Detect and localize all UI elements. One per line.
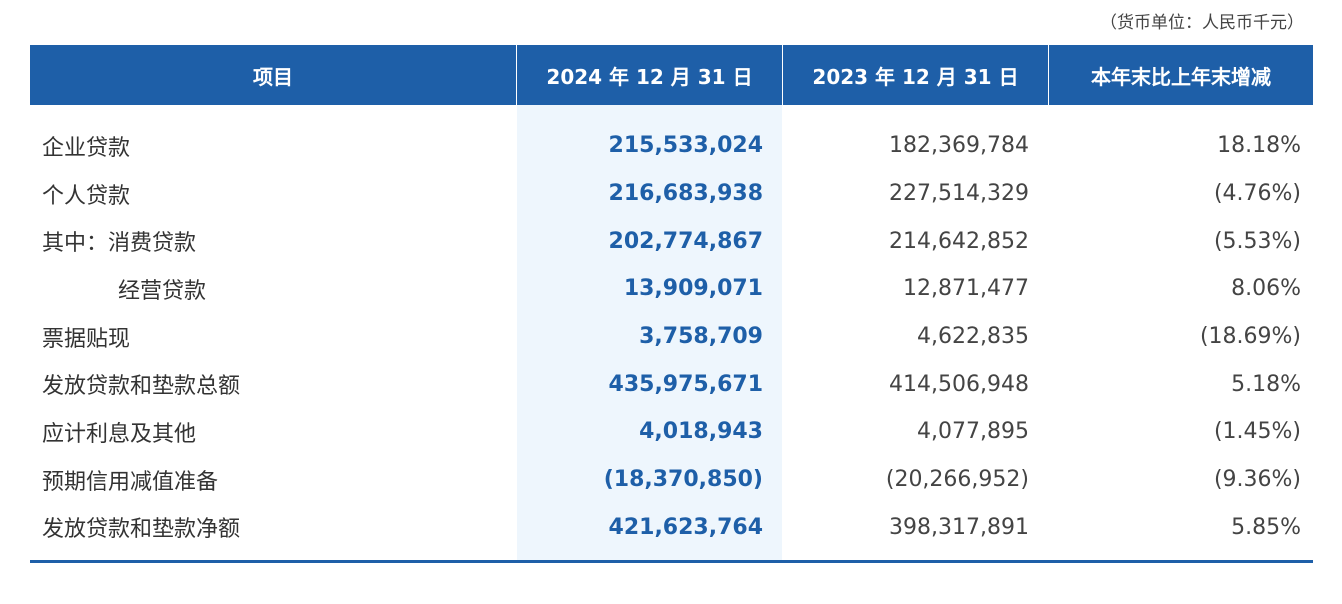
row-label: 个人贷款 bbox=[42, 183, 131, 209]
value-2024: 13,909,071 bbox=[623, 276, 763, 302]
value-2023: 4,622,835 bbox=[917, 324, 1029, 350]
value-2023: (20,266,952) bbox=[885, 467, 1029, 493]
table-body: 企业贷款 215,533,024 182,369,784 18.18% 个人贷款… bbox=[30, 122, 1313, 551]
value-2024: 216,683,938 bbox=[608, 181, 763, 207]
loans-table: 项目 2024 年 12 月 31 日 2023 年 12 月 31 日 本年末… bbox=[30, 45, 1313, 564]
value-change: 8.06% bbox=[1231, 276, 1301, 302]
table-row: 票据贴现 3,758,709 4,622,835 (18.69%) bbox=[30, 313, 1313, 361]
table-row: 企业贷款 215,533,024 182,369,784 18.18% bbox=[30, 122, 1313, 170]
header-2024: 2024 年 12 月 31 日 bbox=[516, 45, 782, 105]
value-2024: 215,533,024 bbox=[608, 133, 763, 159]
value-change: (9.36%) bbox=[1213, 467, 1301, 493]
value-change: (4.76%) bbox=[1213, 181, 1301, 207]
value-2023: 214,642,852 bbox=[889, 228, 1029, 254]
row-label: 票据贴现 bbox=[42, 326, 131, 352]
value-2024: 4,018,943 bbox=[639, 419, 763, 445]
value-change: (1.45%) bbox=[1213, 419, 1301, 445]
value-change: (18.69%) bbox=[1199, 324, 1301, 350]
table-bottom-rule bbox=[30, 560, 1313, 563]
header-change: 本年末比上年末增减 bbox=[1048, 45, 1313, 105]
row-label: 其中：消费贷款 bbox=[42, 231, 197, 257]
value-2023: 227,514,329 bbox=[889, 181, 1029, 207]
value-2023: 4,077,895 bbox=[917, 419, 1029, 445]
value-2023: 12,871,477 bbox=[903, 276, 1029, 302]
table-row: 经营贷款 13,909,071 12,871,477 8.06% bbox=[30, 265, 1313, 313]
table-row: 应计利息及其他 4,018,943 4,077,895 (1.45%) bbox=[30, 408, 1313, 456]
table-row: 预期信用减值准备 (18,370,850) (20,266,952) (9.36… bbox=[30, 456, 1313, 504]
row-label: 发放贷款和垫款总额 bbox=[42, 374, 241, 400]
value-2024: 202,774,867 bbox=[608, 228, 763, 254]
currency-unit-note: （货币单位：人民币千元） bbox=[1100, 13, 1304, 33]
value-2023: 182,369,784 bbox=[889, 133, 1029, 159]
table-header: 项目 2024 年 12 月 31 日 2023 年 12 月 31 日 本年末… bbox=[30, 45, 1313, 105]
header-item: 项目 bbox=[253, 64, 293, 89]
value-change: 18.18% bbox=[1217, 133, 1301, 159]
row-label: 应计利息及其他 bbox=[42, 421, 197, 447]
row-label: 企业贷款 bbox=[42, 135, 131, 161]
value-change: 5.85% bbox=[1231, 514, 1301, 540]
table-row: 发放贷款和垫款净额 421,623,764 398,317,891 5.85% bbox=[30, 504, 1313, 552]
value-2024: 421,623,764 bbox=[608, 514, 763, 540]
value-2023: 414,506,948 bbox=[889, 371, 1029, 397]
value-2024: 3,758,709 bbox=[639, 324, 763, 350]
table-row: 其中：消费贷款 202,774,867 214,642,852 (5.53%) bbox=[30, 217, 1313, 265]
value-2024: 435,975,671 bbox=[608, 371, 763, 397]
value-change: 5.18% bbox=[1231, 371, 1301, 397]
row-label: 预期信用减值准备 bbox=[42, 469, 219, 495]
row-label: 经营贷款 bbox=[118, 278, 207, 304]
value-change: (5.53%) bbox=[1213, 228, 1301, 254]
table-row: 发放贷款和垫款总额 435,975,671 414,506,948 5.18% bbox=[30, 360, 1313, 408]
header-2023: 2023 年 12 月 31 日 bbox=[782, 45, 1048, 105]
value-2023: 398,317,891 bbox=[889, 514, 1029, 540]
row-label: 发放贷款和垫款净额 bbox=[42, 517, 241, 543]
value-2024: (18,370,850) bbox=[603, 467, 763, 493]
table-row: 个人贷款 216,683,938 227,514,329 (4.76%) bbox=[30, 170, 1313, 218]
current-year-column-highlight bbox=[517, 105, 782, 561]
